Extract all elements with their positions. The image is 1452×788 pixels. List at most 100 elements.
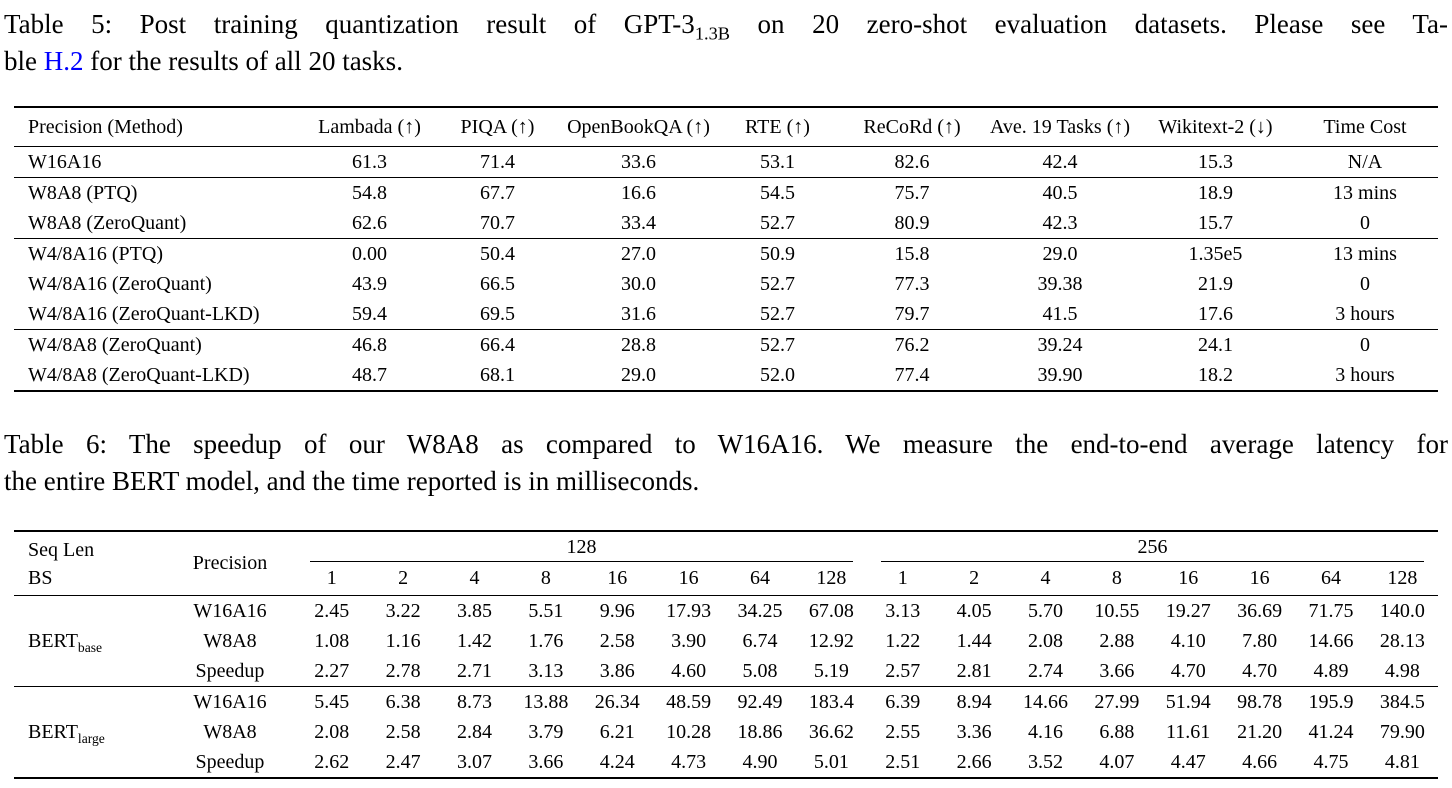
latency-cell: 36.69 [1237, 600, 1283, 622]
value-cell: 77.4 [894, 364, 930, 386]
latency-cell: 2.51 [885, 751, 921, 773]
value-cell: 3 hours [1335, 303, 1395, 325]
latency-cell: 2.45 [314, 600, 350, 622]
value-cell: 40.5 [1042, 182, 1078, 204]
value-cell: 13 mins [1333, 243, 1397, 265]
value-cell: 52.7 [760, 273, 795, 295]
latency-cell: 2.27 [314, 660, 350, 682]
batch-size-header: 128 [1387, 567, 1418, 589]
latency-cell: 3.66 [1099, 660, 1135, 682]
table-row: W4/8A16 (ZeroQuant-LKD) 59.4 69.5 31.6 52.7 7… [14, 299, 1438, 330]
batch-size-header: 2 [969, 567, 980, 589]
value-cell: 61.3 [352, 151, 387, 173]
table-h2-link[interactable]: H.2 [43, 46, 84, 76]
table-row: W4/8A8 (ZeroQuant) 46.8 66.4 28.8 52.7 76.2 39… [14, 329, 1438, 361]
latency-cell: 27.99 [1094, 691, 1140, 713]
latency-cell: 5.19 [813, 660, 849, 682]
caption-text: Table 5: Post training quantization resu… [4, 9, 695, 39]
value-cell: 66.5 [480, 273, 515, 295]
latency-cell: 51.94 [1165, 691, 1211, 713]
latency-cell: 6.88 [1099, 721, 1135, 743]
latency-cell: 98.78 [1237, 691, 1283, 713]
latency-cell: 19.27 [1165, 600, 1211, 622]
caption-text: the entire BERT model, and the time repo… [4, 466, 700, 496]
precision-method-cell: W8A8 (ZeroQuant) [28, 212, 187, 234]
latency-cell: 41.24 [1308, 721, 1354, 743]
table-row: BERTbase W16A16 2.45 3.22 3.85 5.51 9.96 17.93 3… [14, 596, 1438, 654]
value-cell: 0 [1360, 273, 1370, 295]
latency-cell: 6.38 [385, 691, 421, 713]
value-cell: 21.9 [1198, 273, 1233, 295]
paper-page: { "page": { "background_color": "#ffffff… [0, 6, 1452, 788]
latency-cell: 5.08 [742, 660, 778, 682]
column-header: Precision (Method) [28, 116, 183, 138]
table5-header: Precision (Method) Lambada (↑) PIQA (↑) Ope… [14, 107, 1438, 147]
latency-cell: 2.58 [385, 721, 421, 743]
value-cell: 39.90 [1037, 364, 1083, 386]
latency-cell: 2.84 [456, 721, 492, 743]
value-cell: 15.8 [894, 243, 930, 265]
column-header: Wikitext-2 (↓) [1158, 116, 1273, 138]
latency-cell: 4.10 [1170, 630, 1206, 652]
latency-cell: 34.25 [737, 600, 783, 622]
latency-cell: 195.9 [1308, 691, 1354, 713]
value-cell: 79.7 [894, 303, 930, 325]
value-cell: 43.9 [352, 273, 387, 295]
latency-cell: 6.21 [599, 721, 635, 743]
value-cell: 52.7 [760, 212, 795, 234]
value-cell: 28.8 [621, 334, 656, 356]
latency-cell: 3.85 [456, 600, 492, 622]
table5-caption: Table 5: Post training quantization resu… [4, 6, 1448, 80]
batch-size-header: 8 [1111, 567, 1122, 589]
precision-method-cell: W16A16 [28, 151, 102, 173]
latency-cell: 8.94 [956, 691, 992, 713]
latency-cell: 67.08 [808, 600, 854, 622]
latency-cell: 79.90 [1379, 721, 1425, 743]
precision-method-cell: W4/8A8 (ZeroQuant-LKD) [28, 364, 250, 386]
value-cell: 42.4 [1042, 151, 1078, 173]
table-row: Speedup 2.62 2.47 3.07 3.66 4.24 4.73 4.90 5.01 2… [14, 747, 1438, 778]
latency-cell: 3.79 [528, 721, 564, 743]
model-cell: BERTlarge [28, 721, 105, 746]
latency-cell: 3.86 [599, 660, 635, 682]
value-cell: 27.0 [621, 243, 656, 265]
value-cell: 76.2 [894, 334, 930, 356]
precision-method-cell: W4/8A16 (ZeroQuant) [28, 273, 212, 295]
latency-cell: 3.22 [385, 600, 421, 622]
batch-size-header: 2 [398, 567, 409, 589]
value-cell: 3 hours [1335, 364, 1395, 386]
value-cell: 42.3 [1042, 212, 1078, 234]
latency-cell: 26.34 [594, 691, 640, 713]
latency-cell: 4.90 [742, 751, 778, 773]
latency-cell: 4.89 [1313, 660, 1349, 682]
latency-cell: 4.60 [671, 660, 707, 682]
latency-cell: 3.36 [956, 721, 992, 743]
latency-cell: 4.70 [1170, 660, 1206, 682]
latency-cell: 1.44 [956, 630, 992, 652]
latency-cell: 5.01 [813, 751, 849, 773]
latency-cell: 5.51 [528, 600, 564, 622]
table6-header: Seq Len BS Precision 128 256 1 2 4 8 16 16 64 12… [14, 531, 1438, 596]
latency-cell: 7.80 [1242, 630, 1278, 652]
precision-column-header: Precision [192, 552, 268, 574]
batch-size-header: 4 [1040, 567, 1051, 589]
value-cell: 77.3 [894, 273, 930, 295]
value-cell: 0.00 [352, 243, 387, 265]
latency-cell: 48.59 [666, 691, 712, 713]
latency-cell: 140.0 [1379, 600, 1425, 622]
latency-cell: 4.47 [1170, 751, 1206, 773]
caption-text: on 20 zero-shot evaluation datasets. Ple… [730, 9, 1448, 39]
batch-size-header: 16 [1178, 567, 1199, 589]
value-cell: 75.7 [894, 182, 930, 204]
value-cell: 82.6 [894, 151, 930, 173]
latency-cell: 92.49 [737, 691, 783, 713]
value-cell: 48.7 [352, 364, 387, 386]
precision-cell: Speedup [195, 751, 265, 773]
latency-cell: 3.13 [528, 660, 564, 682]
latency-cell: 2.08 [314, 721, 350, 743]
latency-cell: 10.55 [1094, 600, 1140, 622]
latency-cell: 10.28 [666, 721, 712, 743]
latency-cell: 21.20 [1237, 721, 1283, 743]
latency-cell: 4.98 [1384, 660, 1420, 682]
value-cell: 68.1 [480, 364, 515, 386]
